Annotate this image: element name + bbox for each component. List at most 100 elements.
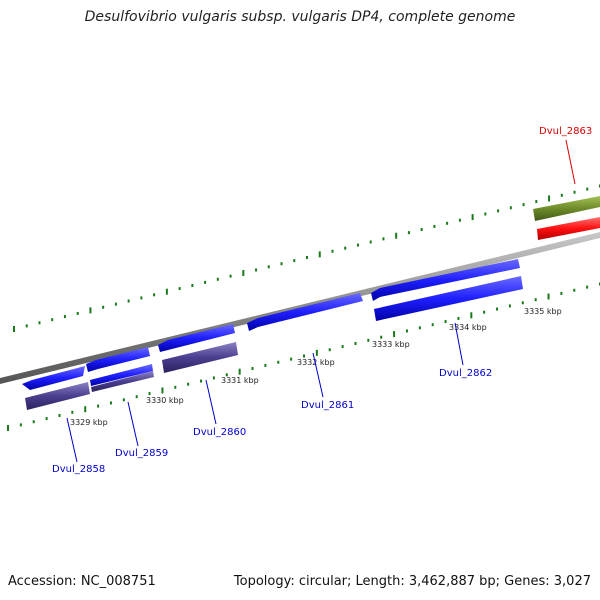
gene-label[interactable]: Dvul_2861 bbox=[301, 400, 354, 411]
track-dot bbox=[280, 262, 283, 266]
gene-label[interactable]: Dvul_2859 bbox=[115, 448, 168, 459]
track-dot bbox=[573, 190, 576, 194]
scale-ticks: 3329 kbp 3330 kbp 3331 kbp 3332 kbp 3333 kbp… bbox=[70, 307, 562, 427]
gene-leader-line bbox=[454, 322, 464, 366]
track-dot bbox=[586, 285, 589, 289]
cds-olive[interactable] bbox=[533, 196, 600, 221]
gene-leader-line bbox=[205, 379, 217, 425]
track-dot bbox=[229, 274, 232, 278]
cds-blue-rev-2[interactable] bbox=[374, 276, 523, 321]
track-dot bbox=[521, 301, 524, 305]
track-dot bbox=[382, 237, 385, 241]
track-dot bbox=[102, 305, 105, 309]
track-dot bbox=[470, 312, 473, 319]
track-dot bbox=[483, 310, 486, 314]
gene-leader-line bbox=[312, 352, 324, 398]
tick-label: 3329 kbp bbox=[70, 418, 108, 427]
track-dot bbox=[127, 299, 130, 303]
track-dot bbox=[97, 404, 100, 408]
track-dot bbox=[457, 316, 460, 320]
track-dot bbox=[367, 338, 370, 342]
cds-blue-rev-1[interactable] bbox=[90, 364, 153, 386]
track-dot bbox=[178, 287, 181, 291]
cds-arrow-1[interactable] bbox=[22, 366, 85, 390]
track-dot bbox=[560, 291, 563, 295]
cds-arrow-3[interactable] bbox=[158, 324, 235, 352]
track-dot bbox=[496, 307, 499, 311]
track-dot bbox=[522, 203, 525, 207]
track-dot bbox=[225, 373, 228, 377]
gene-label[interactable]: Dvul_2863 bbox=[539, 126, 592, 137]
track-dot bbox=[32, 420, 35, 424]
track-dot bbox=[393, 331, 396, 338]
track-dot bbox=[277, 360, 280, 364]
gene-label[interactable]: Dvul_2860 bbox=[193, 427, 246, 438]
track-dot bbox=[547, 293, 550, 300]
track-dot bbox=[89, 307, 92, 314]
track-dot bbox=[140, 296, 143, 300]
track-dot bbox=[264, 363, 267, 367]
track-dot bbox=[255, 268, 258, 272]
track-dot bbox=[290, 357, 293, 361]
track-dot bbox=[58, 413, 61, 417]
cds-dark-2[interactable] bbox=[91, 371, 154, 392]
track-dot bbox=[216, 277, 219, 281]
track-dot bbox=[548, 195, 551, 202]
tick-label: 3330 kbp bbox=[146, 396, 184, 405]
track-dot bbox=[7, 425, 9, 431]
track-dot bbox=[204, 280, 207, 284]
gene-label[interactable]: Dvul_2862 bbox=[439, 368, 492, 379]
track-dot bbox=[13, 326, 15, 332]
track-dot bbox=[153, 293, 156, 297]
track-dot bbox=[315, 349, 318, 356]
track-dot bbox=[586, 187, 589, 191]
track-dot bbox=[114, 302, 117, 306]
cds-arrow-2[interactable] bbox=[86, 347, 150, 372]
track-dot bbox=[444, 320, 447, 324]
track-dot bbox=[508, 304, 511, 308]
gene-features bbox=[22, 196, 600, 410]
tick-label: 3334 kbp bbox=[449, 323, 487, 332]
track-dot bbox=[165, 288, 168, 295]
track-dot bbox=[306, 256, 308, 259]
cds-red[interactable] bbox=[537, 217, 600, 240]
tick-label: 3335 kbp bbox=[524, 307, 562, 316]
track-dot bbox=[458, 218, 461, 222]
track-dot bbox=[344, 246, 347, 250]
track-dot bbox=[238, 368, 241, 375]
track-dot bbox=[509, 206, 512, 210]
track-dot bbox=[109, 401, 112, 405]
track-dot bbox=[431, 323, 434, 327]
track-dot bbox=[38, 321, 41, 325]
track-dot bbox=[251, 367, 254, 371]
track-dot bbox=[484, 212, 487, 216]
cds-dark-3[interactable] bbox=[162, 342, 238, 373]
track-dot bbox=[318, 251, 321, 258]
cds-arrow-4[interactable] bbox=[247, 293, 363, 331]
track-dot bbox=[407, 231, 410, 235]
cds-arrow-5[interactable] bbox=[371, 259, 520, 301]
track-dot bbox=[420, 228, 423, 232]
track-dot bbox=[328, 348, 331, 352]
cds-dark-1[interactable] bbox=[25, 382, 90, 410]
track-dot bbox=[122, 398, 125, 402]
track-dot bbox=[76, 311, 79, 315]
gene-leader-line bbox=[565, 139, 576, 185]
tick-label: 3332 kbp bbox=[297, 358, 335, 367]
tick-label: 3331 kbp bbox=[221, 376, 259, 385]
track-dot bbox=[560, 193, 563, 197]
track-dot bbox=[446, 221, 449, 225]
track-dot bbox=[380, 335, 383, 339]
track-dot bbox=[369, 240, 372, 244]
gene-labels: Dvul_2858 Dvul_2859 Dvul_2860 Dvul_2861 Dvul… bbox=[52, 126, 592, 475]
gene-label[interactable]: Dvul_2858 bbox=[52, 464, 105, 475]
track-dot bbox=[395, 232, 398, 239]
track-dot bbox=[293, 259, 296, 263]
track-dot bbox=[405, 329, 408, 333]
track-dot bbox=[212, 376, 215, 380]
track-dot bbox=[191, 283, 194, 287]
track-dot bbox=[51, 318, 54, 322]
track-dot bbox=[174, 385, 177, 389]
track-dot bbox=[354, 341, 357, 345]
